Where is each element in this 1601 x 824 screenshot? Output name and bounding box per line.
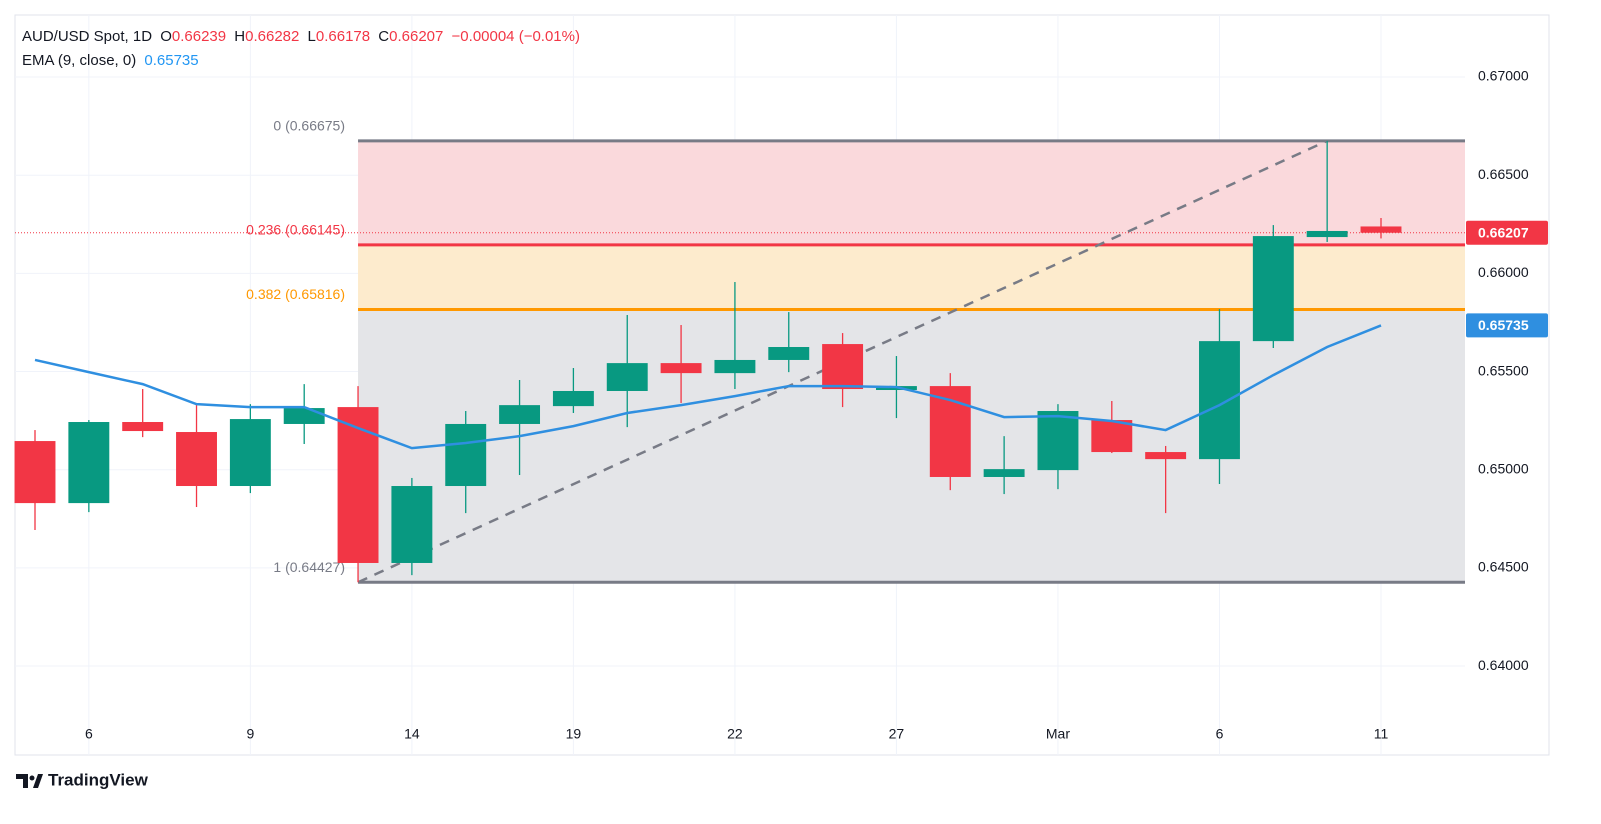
fib-label: 1 (0.64427) [273,559,345,575]
candle-body [660,363,702,374]
candle-body [337,407,379,563]
candle-body [391,486,433,563]
candle-body [1252,236,1294,342]
chart-frame [14,14,1550,756]
candle-body [1091,420,1133,453]
ohlc-value: 0.66239 [171,28,227,45]
x-tick-label: 14 [404,726,420,742]
x-tick-label: 9 [246,726,254,742]
fib-label: 0.236 (0.66145) [246,222,345,238]
ema-line [34,324,1382,450]
candle-body [822,344,864,390]
candle-body [1037,411,1079,471]
fib-trend [357,139,1328,584]
candle-body [445,423,487,487]
ohlc-label: C [378,28,390,45]
x-tick-label: 6 [85,726,93,742]
x-tick-label: 22 [727,726,743,742]
fib-label: 0 (0.66675) [273,118,345,134]
price-tag-label: 0.66207 [1478,224,1529,240]
candle-body [1145,452,1187,460]
symbol-title: AUD/USD Spot, 1D [22,28,153,45]
y-tick-label: 0.66000 [1478,264,1529,280]
brand-name: TradingView [48,770,149,789]
candle-body [768,347,810,360]
price-tag-label: 0.65735 [1478,317,1529,333]
candle-body [1199,341,1240,460]
candle-body [552,390,594,407]
indicator-line: EMA (9, close, 0) 0.65735 [22,52,203,69]
indicator-value: 0.65735 [144,52,199,69]
candle-body [283,408,325,424]
y-tick-label: 0.64000 [1478,657,1529,673]
fib-zone [358,244,1465,310]
y-tick-label: 0.65000 [1478,460,1529,476]
indicator-name: EMA (9, close, 0) [22,52,137,69]
x-tick-label: 6 [1216,726,1224,742]
ohlc-label: H [234,28,246,45]
candle-body [176,432,217,487]
legend-line: AUD/USD Spot, 1D O0.66239 H0.66282 L0.66… [22,28,584,45]
candle-body [499,405,541,424]
candle-body [1360,226,1402,233]
candle-body [122,422,164,432]
x-tick-label: 19 [566,726,582,742]
candle-body [983,469,1025,477]
fib-label: 0.382 (0.65816) [246,286,345,302]
candle-body [714,359,756,374]
candle-body [606,363,648,391]
candle-body [1306,230,1348,238]
x-tick-label: 27 [889,726,905,742]
fib-zone [358,309,1465,583]
x-tick-label: Mar [1046,726,1070,742]
candle-body [14,441,56,504]
brand-logo [16,774,43,788]
ohlc-value: 0.66178 [315,28,371,45]
ohlc-label: O [160,28,172,45]
ohlc-value: 0.66282 [245,28,300,45]
candle-body [68,422,110,504]
y-tick-label: 0.65500 [1478,362,1529,378]
candle-body [229,419,271,487]
ohlc-label: L [307,28,316,45]
y-tick-label: 0.66500 [1478,166,1529,182]
y-tick-label: 0.64500 [1478,559,1529,575]
change: −0.00004 (−0.01%) [451,28,580,45]
ohlc-value: 0.66207 [389,28,444,45]
price-tag [1466,313,1548,338]
y-tick-label: 0.67000 [1478,68,1529,84]
x-tick-label: 11 [1374,726,1389,742]
price-tag [1466,220,1548,245]
fib-zone [358,140,1465,245]
